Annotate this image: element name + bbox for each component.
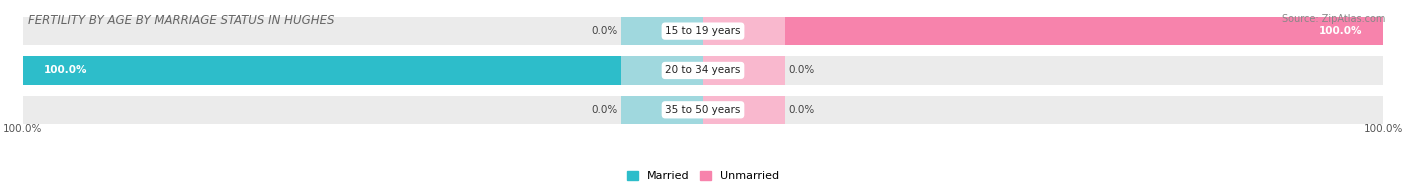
Text: 20 to 34 years: 20 to 34 years [665,65,741,75]
Bar [621,96,703,124]
Text: Source: ZipAtlas.com: Source: ZipAtlas.com [1281,14,1385,24]
Bar [22,96,703,124]
Legend: Married, Unmarried: Married, Unmarried [621,166,785,186]
Bar [22,17,703,45]
Text: 0.0%: 0.0% [592,105,619,115]
Bar [703,17,1384,45]
Bar [703,17,785,45]
Bar [703,56,785,85]
Text: 100.0%: 100.0% [1364,124,1403,134]
Bar [22,56,703,85]
Text: 0.0%: 0.0% [787,105,814,115]
Text: 100.0%: 100.0% [3,124,42,134]
Text: FERTILITY BY AGE BY MARRIAGE STATUS IN HUGHES: FERTILITY BY AGE BY MARRIAGE STATUS IN H… [28,14,335,27]
Text: 35 to 50 years: 35 to 50 years [665,105,741,115]
Text: 15 to 19 years: 15 to 19 years [665,26,741,36]
Bar [703,96,785,124]
Bar [22,56,703,85]
Bar [703,96,1384,124]
Text: 100.0%: 100.0% [44,65,87,75]
Text: 0.0%: 0.0% [592,26,619,36]
Bar [703,17,1384,45]
Text: 100.0%: 100.0% [1319,26,1362,36]
Bar [703,56,1384,85]
Bar [621,56,703,85]
Text: 0.0%: 0.0% [787,65,814,75]
Bar [621,17,703,45]
